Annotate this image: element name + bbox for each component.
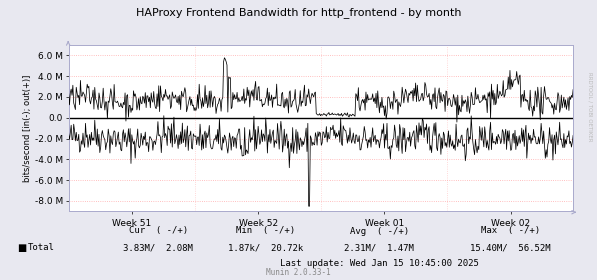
- Text: Avg  ( -/+): Avg ( -/+): [349, 227, 409, 235]
- Text: Max  ( -/+): Max ( -/+): [481, 227, 540, 235]
- Text: 15.40M/  56.52M: 15.40M/ 56.52M: [470, 243, 551, 252]
- Text: ■: ■: [17, 243, 26, 253]
- Text: RRDTOOL / TOBI OETIKER: RRDTOOL / TOBI OETIKER: [587, 72, 592, 141]
- Text: Last update: Wed Jan 15 10:45:00 2025: Last update: Wed Jan 15 10:45:00 2025: [279, 259, 479, 268]
- Text: HAProxy Frontend Bandwidth for http_frontend - by month: HAProxy Frontend Bandwidth for http_fron…: [136, 7, 461, 18]
- Y-axis label: bits/second [in(-); out(+)]: bits/second [in(-); out(+)]: [23, 74, 32, 182]
- Text: Min  ( -/+): Min ( -/+): [236, 227, 296, 235]
- Text: 2.31M/  1.47M: 2.31M/ 1.47M: [344, 243, 414, 252]
- Text: 3.83M/  2.08M: 3.83M/ 2.08M: [123, 243, 193, 252]
- Text: Cur  ( -/+): Cur ( -/+): [128, 227, 188, 235]
- Text: 1.87k/  20.72k: 1.87k/ 20.72k: [228, 243, 303, 252]
- Text: Total: Total: [27, 243, 54, 252]
- Text: Munin 2.0.33-1: Munin 2.0.33-1: [266, 268, 331, 277]
